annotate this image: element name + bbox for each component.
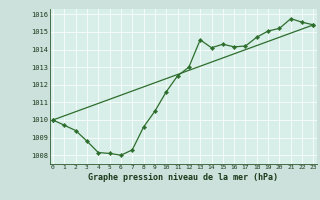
X-axis label: Graphe pression niveau de la mer (hPa): Graphe pression niveau de la mer (hPa) — [88, 173, 278, 182]
